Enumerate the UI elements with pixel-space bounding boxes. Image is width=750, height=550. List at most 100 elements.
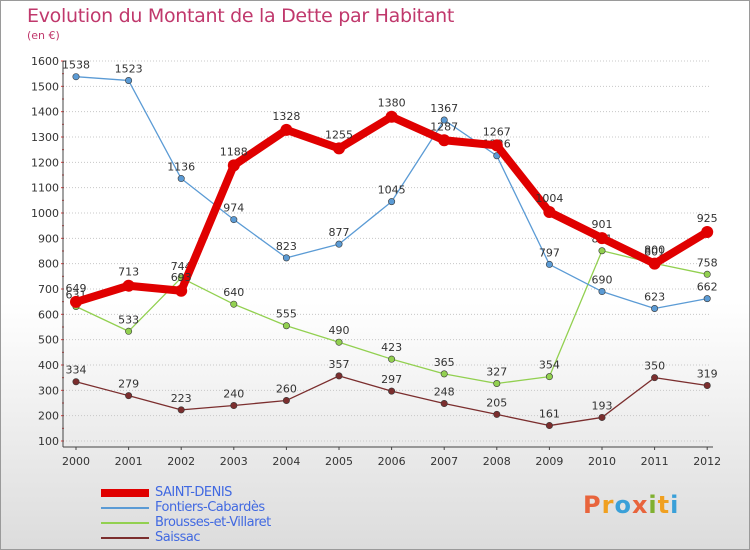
data-point-saissac [545,422,553,430]
data-label-brousses-et-villaret: 490 [329,324,350,337]
y-tick-label: 300 [38,384,59,397]
legend-swatch-brousses-et-villaret [101,521,149,524]
x-tick-label: 2002 [167,455,195,468]
data-label-saint-denis: 1287 [430,120,458,133]
data-point-saissac [598,413,606,421]
data-label-saissac: 205 [486,396,507,409]
data-label-fontiers-cabardes: 690 [592,274,613,287]
legend-item-saint-denis: SAINT-DENIS [101,485,271,500]
x-tick-label: 2010 [588,455,616,468]
data-point-saissac [493,410,501,418]
data-point-brousses-et-villaret [230,300,238,308]
data-label-saint-denis: 1380 [378,97,406,110]
data-label-saissac: 357 [329,358,350,371]
y-tick-label: 800 [38,258,59,271]
data-point-brousses-et-villaret [493,379,501,387]
data-point-saissac [125,392,133,400]
data-point-brousses-et-villaret [440,370,448,378]
x-tick-label: 2008 [483,455,511,468]
data-label-fontiers-cabardes: 797 [539,246,560,259]
data-label-brousses-et-villaret: 327 [486,365,507,378]
data-label-fontiers-cabardes: 623 [644,291,665,304]
data-point-saint-denis [596,232,608,245]
data-label-saissac: 223 [171,392,192,405]
logo-letter: i [648,491,658,519]
data-label-saissac: 193 [592,399,613,412]
data-point-saint-denis [227,159,240,172]
data-point-brousses-et-villaret [388,355,396,363]
y-tick-label: 100 [38,435,59,448]
data-point-brousses-et-villaret [545,373,553,381]
legend-swatch-saint-denis [101,488,149,497]
data-point-fontiers-cabardes [282,254,290,262]
data-label-fontiers-cabardes: 662 [697,281,718,294]
data-label-saint-denis: 901 [592,218,613,231]
y-tick-label: 1200 [31,156,59,169]
legend-item-saissac: Saissac [101,530,271,545]
data-label-saissac: 334 [66,364,87,377]
data-label-brousses-et-villaret: 555 [276,308,297,321]
data-label-brousses-et-villaret: 758 [697,256,718,269]
data-label-saissac: 350 [644,360,665,373]
y-tick-label: 700 [38,283,59,296]
y-tick-label: 1400 [31,106,59,119]
x-tick-label: 2000 [62,455,90,468]
chart-subtitle: (en €) [27,29,60,42]
data-label-fontiers-cabardes: 823 [276,240,297,253]
data-point-brousses-et-villaret [335,338,343,346]
x-tick-label: 2011 [641,455,669,468]
data-label-saint-denis: 1267 [483,125,511,138]
data-label-saissac: 240 [223,388,244,401]
y-tick-label: 900 [38,232,59,245]
data-label-saint-denis: 649 [66,282,87,295]
data-label-saint-denis: 713 [118,266,139,279]
data-point-saint-denis [701,226,714,238]
x-tick-label: 2001 [115,455,143,468]
y-tick-label: 1100 [31,182,59,195]
logo-letter: x [631,491,649,519]
data-point-fontiers-cabardes [651,305,659,313]
logo-letter: r [601,491,615,519]
data-point-saint-denis [490,139,503,152]
data-point-brousses-et-villaret [703,270,711,278]
data-label-fontiers-cabardes: 1367 [430,102,458,115]
x-tick-label: 2004 [272,455,300,468]
data-label-fontiers-cabardes: 974 [223,202,244,215]
data-label-brousses-et-villaret: 640 [223,286,244,299]
legend-item-fontiers-cabardes: Fontiers-Cabardès [101,500,271,515]
data-point-fontiers-cabardes [598,288,606,296]
data-point-saint-denis [122,279,135,292]
data-point-saissac [440,400,448,408]
data-label-saint-denis: 1004 [535,192,563,205]
chart-title: Evolution du Montant de la Dette par Hab… [27,5,455,27]
data-point-brousses-et-villaret [282,322,290,330]
proxiti-logo: Proxiti [583,491,679,519]
y-tick-label: 1300 [31,131,59,144]
data-point-fontiers-cabardes [335,240,343,248]
data-point-saissac [651,374,659,382]
x-tick-label: 2005 [325,455,353,468]
legend-label-brousses-et-villaret: Brousses-et-Villaret [155,515,271,530]
legend-label-saissac: Saissac [155,530,201,545]
data-point-saint-denis [333,142,345,155]
data-label-saint-denis: 1328 [272,110,300,123]
data-point-saissac [388,387,396,395]
data-label-brousses-et-villaret: 423 [381,341,402,354]
x-tick-label: 2007 [430,455,458,468]
data-point-saint-denis [438,134,451,147]
data-label-brousses-et-villaret: 801 [644,245,665,258]
data-label-saint-denis: 693 [171,271,192,284]
y-tick-label: 500 [38,334,59,347]
data-point-saissac [230,402,238,410]
data-label-fontiers-cabardes: 1523 [115,63,143,76]
data-point-fontiers-cabardes [703,295,711,303]
data-point-brousses-et-villaret [125,327,133,335]
legend-swatch-saissac [101,536,149,539]
data-label-saint-denis: 1255 [325,128,353,141]
x-tick-label: 2006 [378,455,406,468]
data-point-saissac [72,378,80,386]
data-point-fontiers-cabardes [388,198,396,206]
legend-label-saint-denis: SAINT-DENIS [155,485,232,500]
